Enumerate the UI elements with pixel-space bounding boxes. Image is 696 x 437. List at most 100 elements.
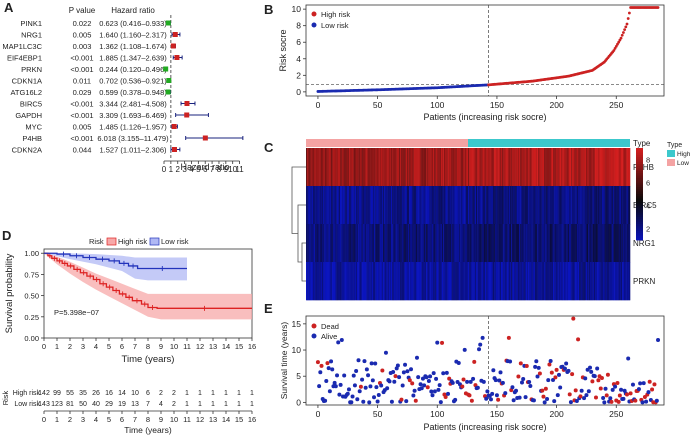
heatmap-cell: [598, 148, 600, 187]
heatmap-cell: [531, 186, 533, 225]
heatmap-cell: [350, 186, 352, 225]
heatmap-cell: [317, 224, 319, 263]
y-axis-label: Survival time (years): [279, 322, 289, 400]
heatmap-cell: [588, 148, 590, 187]
heatmap-cell: [501, 262, 504, 301]
heatmap-cell: [428, 224, 430, 263]
heatmap-cell: [322, 262, 325, 301]
high-risk-point: [620, 33, 624, 37]
heatmap-cell: [603, 148, 606, 187]
heatmap-cell: [594, 262, 597, 301]
heatmap-cell: [567, 262, 570, 301]
heatmap-cell: [309, 224, 311, 263]
heatmap-cell: [504, 224, 506, 263]
heatmap-cell: [610, 148, 613, 187]
heatmap-cell: [397, 262, 400, 301]
heatmap-cell: [522, 186, 524, 225]
colorbar-segment: [636, 228, 643, 232]
heatmap-cell: [431, 224, 434, 263]
colorbar-tick-label: 2: [646, 225, 650, 234]
heatmap-cell: [470, 262, 472, 301]
heatmap-cell: [511, 186, 513, 225]
heatmap-cell: [443, 262, 445, 301]
heatmap-cell: [576, 186, 579, 225]
heatmap-cell: [319, 262, 322, 301]
heatmap-cell: [554, 186, 556, 225]
heatmap-cell: [358, 262, 360, 301]
high-risk-point: [624, 25, 628, 29]
colorbar-segment: [636, 196, 643, 199]
alive-point: [484, 396, 489, 401]
heatmap-cell: [343, 224, 345, 263]
heatmap-cell: [569, 148, 572, 187]
risk-table-count: 1: [237, 401, 241, 408]
heatmap-cell: [517, 148, 520, 187]
heatmap-cell: [489, 186, 491, 225]
heatmap-cell: [549, 148, 551, 187]
heatmap-cell: [316, 186, 318, 225]
colorbar-segment: [636, 180, 643, 183]
alive-point: [475, 385, 480, 390]
heatmap-cell: [592, 224, 595, 263]
alive-point: [533, 364, 538, 369]
heatmap-cell: [579, 224, 581, 263]
heatmap-cell: [360, 186, 362, 225]
heatmap-cell: [534, 262, 537, 301]
heatmap-cell: [375, 186, 377, 225]
risk-table-count: 2: [172, 401, 176, 408]
heatmap-cell: [370, 224, 373, 263]
heatmap-cell: [491, 262, 494, 301]
heatmap-cell: [538, 262, 540, 301]
heatmap-cell: [585, 148, 588, 187]
heatmap-cell: [457, 148, 460, 187]
heatmap-cell: [454, 262, 456, 301]
risk-table-count: 1: [211, 390, 215, 397]
heatmap-cell: [338, 262, 341, 301]
heatmap-cell: [575, 262, 578, 301]
heatmap-cell: [505, 148, 507, 187]
heatmap-cell: [608, 224, 610, 263]
risk-table-count: 142: [38, 390, 50, 397]
heatmap-cell: [523, 224, 525, 263]
dead-point: [461, 377, 466, 382]
annotation-label: Type: [633, 139, 651, 148]
heatmap-cell: [372, 186, 375, 225]
heatmap-cell: [598, 262, 600, 301]
heatmap-cell: [334, 148, 336, 187]
risk-table-count: 4: [159, 401, 163, 408]
y-tick-label: 1.00: [24, 249, 39, 258]
alive-point: [528, 383, 533, 388]
heatmap-cell: [352, 262, 354, 301]
heatmap-cell: [363, 262, 366, 301]
dead-point: [506, 335, 511, 340]
heatmap-cell: [339, 186, 342, 225]
heatmap-cell: [403, 148, 405, 187]
heatmap-cell: [369, 262, 371, 301]
alive-point: [511, 398, 516, 403]
heatmap-cell: [396, 224, 399, 263]
heatmap-cell: [344, 186, 346, 225]
alive-point: [367, 400, 372, 405]
high-risk-point: [619, 36, 623, 40]
dead-point: [540, 388, 545, 393]
heatmap-cell: [565, 224, 567, 263]
heatmap-cell: [583, 186, 585, 225]
risk-table-count: 81: [66, 401, 74, 408]
heatmap-cell: [552, 224, 555, 263]
heatmap-cell: [492, 186, 495, 225]
high-risk-point: [617, 40, 621, 44]
heatmap-cell: [462, 224, 464, 263]
heatmap-cell: [327, 148, 329, 187]
heatmap-cell: [627, 186, 630, 225]
y-tick-label: 6: [296, 37, 301, 47]
heatmap-cell: [443, 186, 445, 225]
x-tick-label: 4: [94, 342, 98, 351]
heatmap-cell: [574, 262, 576, 301]
heatmap-cell: [472, 186, 474, 225]
heatmap-cell: [350, 224, 352, 263]
heatmap-cell: [426, 148, 428, 187]
alive-point: [352, 383, 357, 388]
confidence-band: [44, 253, 252, 320]
heatmap-cell: [530, 148, 532, 187]
x-tick-label: 50: [373, 409, 383, 419]
